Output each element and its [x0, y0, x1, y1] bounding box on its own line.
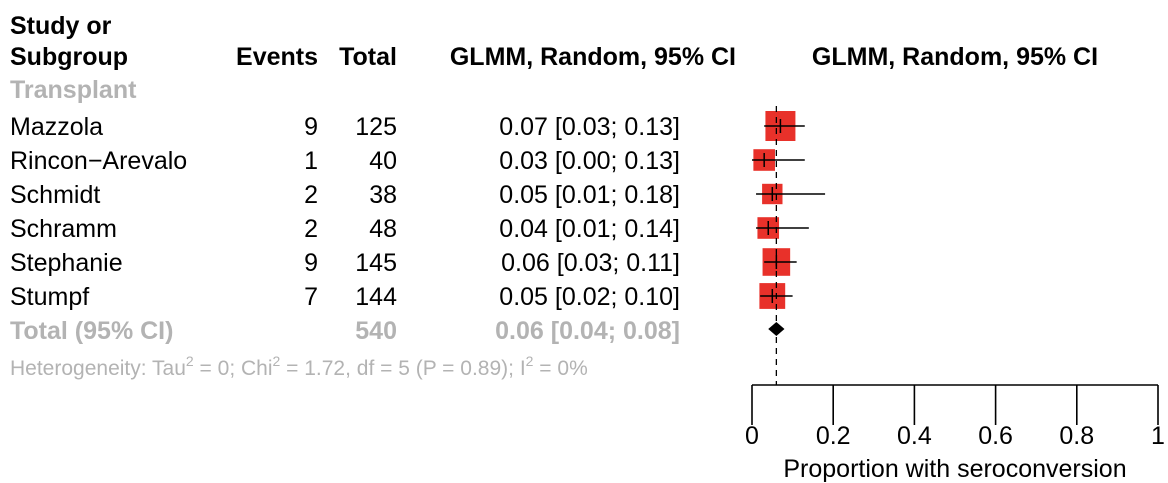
study-ci-text: 0.04 [0.01; 0.14] [499, 215, 680, 243]
study-total: 40 [369, 147, 397, 175]
study-total: 38 [369, 181, 397, 209]
header-ci-plot: GLMM, Random, 95% CI [812, 43, 1098, 71]
study-name: Schramm [10, 215, 117, 243]
study-ci-text: 0.06 [0.03; 0.11] [501, 249, 680, 277]
study-ci-text: 0.05 [0.02; 0.10] [499, 283, 680, 311]
study-ci-text: 0.03 [0.00; 0.13] [499, 147, 680, 175]
total-label: Total (95% CI) [10, 317, 173, 345]
x-axis-tick-label: 0.4 [897, 422, 932, 450]
x-axis-tick-label: 0.8 [1059, 422, 1094, 450]
plot-marks [752, 106, 826, 385]
heterogeneity-text: Heterogeneity: Tau2 = 0; Chi2 = 1.72, df… [10, 353, 588, 380]
x-axis-tick-label: 0.6 [978, 422, 1013, 450]
study-rows: Mazzola 9 125 0.07 [0.03; 0.13] Rincon−Areva… [10, 113, 680, 311]
x-axis-tick-label: 0.2 [816, 422, 851, 450]
header-study-line2: Subgroup [10, 43, 128, 71]
study-name: Schmidt [10, 181, 100, 209]
study-name: Mazzola [10, 113, 103, 141]
study-events: 2 [304, 181, 318, 209]
study-total: 144 [355, 283, 397, 311]
subgroup-label: Transplant [10, 76, 137, 104]
study-name: Stephanie [10, 249, 123, 277]
header-study-line1: Study or [10, 12, 112, 40]
x-axis-label: Proportion with seroconversion [783, 455, 1126, 483]
study-name: Rincon−Arevalo [10, 147, 187, 175]
header-events: Events [236, 43, 318, 71]
x-axis-tick-label: 1 [1151, 422, 1165, 450]
x-axis-tick-label: 0 [745, 422, 759, 450]
study-name: Stumpf [10, 283, 89, 311]
study-events: 9 [304, 249, 318, 277]
study-ci-text: 0.07 [0.03; 0.13] [499, 113, 680, 141]
study-events: 1 [304, 147, 318, 175]
x-axis: 0 0.2 0.4 0.6 0.8 1 [745, 384, 1165, 450]
study-total: 48 [369, 215, 397, 243]
total-ci-text: 0.06 [0.04; 0.08] [495, 317, 680, 345]
study-total: 145 [355, 249, 397, 277]
header-total: Total [339, 43, 397, 71]
study-events: 9 [304, 113, 318, 141]
study-events: 2 [304, 215, 318, 243]
study-total: 125 [355, 113, 397, 141]
study-ci-text: 0.05 [0.01; 0.18] [499, 181, 680, 209]
study-events: 7 [304, 283, 318, 311]
total-count: 540 [355, 317, 397, 345]
header-ci-text: GLMM, Random, 95% CI [450, 43, 736, 71]
